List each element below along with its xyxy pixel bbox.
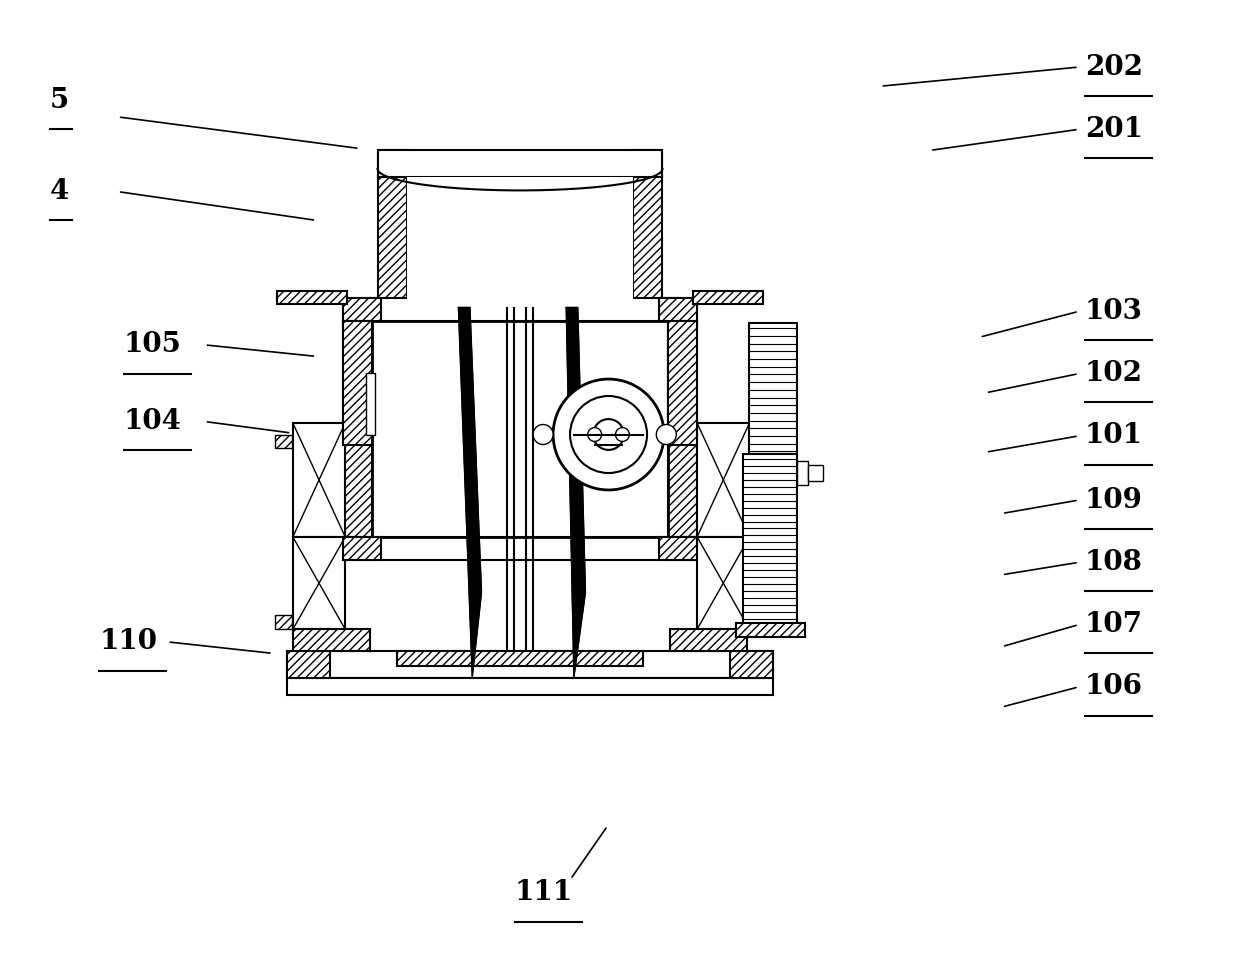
- Circle shape: [593, 419, 624, 450]
- Bar: [658, 536, 697, 560]
- Bar: [343, 536, 382, 560]
- Bar: [749, 323, 797, 454]
- Text: 111: 111: [515, 879, 573, 906]
- Text: 110: 110: [99, 628, 157, 655]
- Bar: [397, 650, 644, 666]
- Bar: [293, 423, 345, 536]
- Circle shape: [615, 427, 630, 442]
- Text: 109: 109: [1085, 487, 1143, 513]
- Circle shape: [656, 424, 676, 445]
- Text: 202: 202: [1085, 54, 1143, 80]
- Bar: [407, 176, 634, 308]
- Text: 108: 108: [1085, 549, 1143, 576]
- Bar: [288, 650, 773, 678]
- Text: 5: 5: [50, 87, 69, 114]
- Bar: [697, 423, 749, 536]
- Bar: [278, 290, 347, 305]
- Circle shape: [553, 379, 663, 490]
- Bar: [366, 373, 376, 435]
- Bar: [670, 629, 748, 650]
- Text: 4: 4: [50, 178, 69, 205]
- Bar: [634, 149, 662, 308]
- Bar: [288, 678, 773, 695]
- Bar: [275, 615, 293, 629]
- Bar: [343, 536, 697, 560]
- Bar: [735, 623, 805, 637]
- Bar: [668, 321, 697, 536]
- Bar: [343, 298, 697, 321]
- Bar: [343, 321, 372, 445]
- Polygon shape: [567, 308, 585, 677]
- Text: 102: 102: [1085, 360, 1143, 387]
- Bar: [730, 650, 773, 678]
- Bar: [658, 298, 697, 321]
- Bar: [293, 629, 370, 650]
- Text: 101: 101: [1085, 422, 1143, 449]
- Bar: [668, 321, 697, 445]
- Bar: [377, 149, 407, 308]
- Polygon shape: [459, 308, 481, 677]
- Text: 107: 107: [1085, 611, 1143, 638]
- Bar: [343, 298, 382, 321]
- Bar: [377, 149, 662, 176]
- Text: 103: 103: [1085, 298, 1143, 325]
- Bar: [797, 462, 808, 485]
- Circle shape: [588, 427, 601, 442]
- Bar: [293, 536, 345, 629]
- Circle shape: [570, 396, 647, 473]
- Bar: [808, 466, 823, 481]
- Bar: [743, 454, 797, 623]
- Text: 105: 105: [124, 331, 182, 358]
- Circle shape: [533, 424, 553, 445]
- Bar: [288, 650, 330, 678]
- Text: 106: 106: [1085, 673, 1143, 700]
- Bar: [343, 321, 372, 536]
- Bar: [693, 290, 763, 305]
- Bar: [697, 536, 749, 629]
- Bar: [275, 435, 293, 448]
- Text: 201: 201: [1085, 116, 1143, 143]
- Text: 104: 104: [124, 408, 182, 435]
